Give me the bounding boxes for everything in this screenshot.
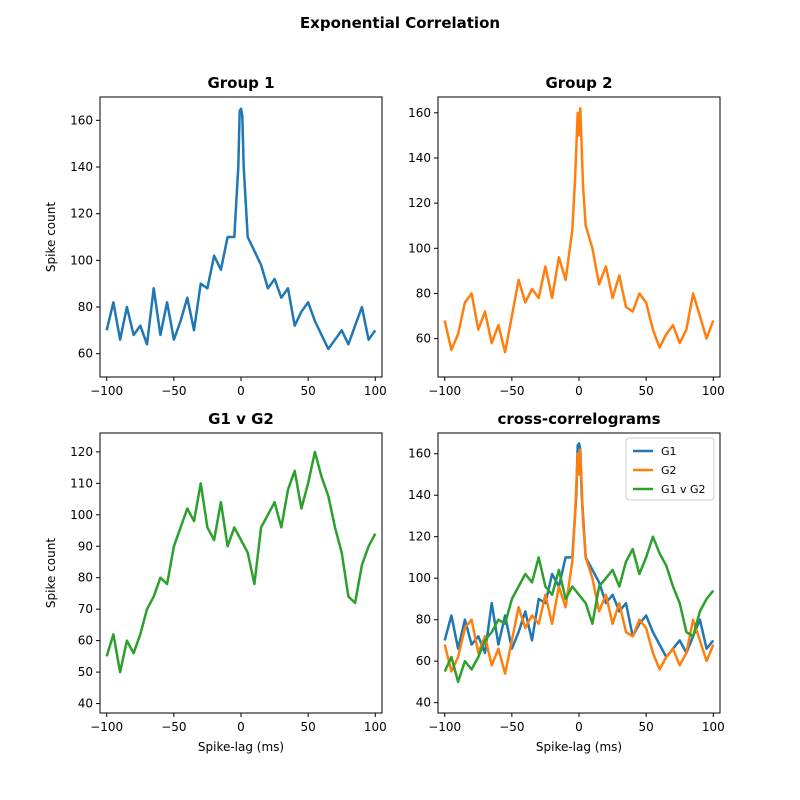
y-tick-label: 90 <box>78 539 93 553</box>
y-tick-label: 40 <box>416 696 431 710</box>
panel-2: Group 2 −100 −50 0 50 100 60 80 100 120 140 160 <box>408 74 725 398</box>
x-tick-label: 100 <box>702 384 725 398</box>
x-tick-label: 100 <box>702 720 725 734</box>
series-line-g1 <box>105 107 377 351</box>
x-axis-label: Spike-lag (ms) <box>198 740 284 754</box>
y-tick-label: 60 <box>78 347 93 361</box>
legend-label: G2 <box>661 464 677 477</box>
y-tick-label: 100 <box>70 253 93 267</box>
panel-title: cross-correlograms <box>497 410 660 428</box>
y-tick-label: 60 <box>78 634 93 648</box>
y-tick-label: 160 <box>408 106 431 120</box>
y-tick-label: 70 <box>78 602 93 616</box>
axes-frame <box>99 432 383 714</box>
y-tick-label: 40 <box>78 697 93 711</box>
x-tick-label: −100 <box>428 384 461 398</box>
x-tick-label: −50 <box>161 720 186 734</box>
x-tick-label: 50 <box>301 720 316 734</box>
figure-title: Exponential Correlation <box>300 14 500 32</box>
y-tick-label: 80 <box>416 286 431 300</box>
y-tick-label: 100 <box>70 508 93 522</box>
x-tick-label: −100 <box>428 720 461 734</box>
x-tick-label: 0 <box>575 720 583 734</box>
y-tick-label: 140 <box>70 160 93 174</box>
x-tick-label: −50 <box>499 384 524 398</box>
panel-title: Group 1 <box>207 74 274 92</box>
y-tick-label: 160 <box>70 113 93 127</box>
y-tick-label: 80 <box>416 613 431 627</box>
x-axis-label: Spike-lag (ms) <box>536 740 622 754</box>
y-tick-label: 50 <box>78 665 93 679</box>
panel-3: G1 v G2 −100 −50 0 50 100 40 50 60 70 80 90 100 110 12… <box>44 410 387 754</box>
y-tick-label: 120 <box>408 530 431 544</box>
y-tick-label: 120 <box>70 445 93 459</box>
x-tick-label: −50 <box>499 720 524 734</box>
y-tick-label: 80 <box>78 571 93 585</box>
panel-title: G1 v G2 <box>208 410 274 428</box>
series-line-g1vg2 <box>105 450 377 674</box>
panel-4: cross-correlograms −100 −50 0 50 100 40 60 80 100… <box>408 410 725 754</box>
y-tick-label: 60 <box>416 332 431 346</box>
series-line-g2 <box>443 107 715 354</box>
x-tick-label: −50 <box>161 384 186 398</box>
series-line-g2 <box>443 448 715 675</box>
panel-title: Group 2 <box>545 74 612 92</box>
y-axis-label: Spike count <box>44 202 58 272</box>
y-axis-label: Spike count <box>44 538 58 608</box>
y-tick-label: 140 <box>408 488 431 502</box>
y-tick-label: 60 <box>416 654 431 668</box>
y-tick-label: 100 <box>408 571 431 585</box>
y-tick-label: 160 <box>408 447 431 461</box>
y-tick-label: 100 <box>408 241 431 255</box>
y-tick-label: 120 <box>70 207 93 221</box>
x-tick-label: 0 <box>237 720 245 734</box>
y-tick-label: 140 <box>408 151 431 165</box>
x-tick-label: 100 <box>364 720 387 734</box>
x-tick-label: 50 <box>639 720 654 734</box>
series-line-g1 <box>443 442 715 659</box>
x-tick-label: 50 <box>301 384 316 398</box>
y-tick-label: 110 <box>70 476 93 490</box>
legend-box <box>625 437 715 501</box>
y-tick-label: 120 <box>408 196 431 210</box>
x-tick-label: −100 <box>90 384 123 398</box>
series-line-g1vg2 <box>443 535 715 684</box>
x-tick-label: 0 <box>237 384 245 398</box>
panel-1: Group 1 −100 −50 0 50 100 60 80 100 120 140 160 Spik… <box>44 74 387 398</box>
x-tick-label: −100 <box>90 720 123 734</box>
x-tick-label: 50 <box>639 384 654 398</box>
x-tick-label: 100 <box>364 384 387 398</box>
legend-label: G1 <box>661 445 677 458</box>
y-tick-label: 80 <box>78 300 93 314</box>
legend: G1 G2 G1 v G2 <box>625 437 715 501</box>
legend-label: G1 v G2 <box>661 483 706 496</box>
x-tick-label: 0 <box>575 384 583 398</box>
